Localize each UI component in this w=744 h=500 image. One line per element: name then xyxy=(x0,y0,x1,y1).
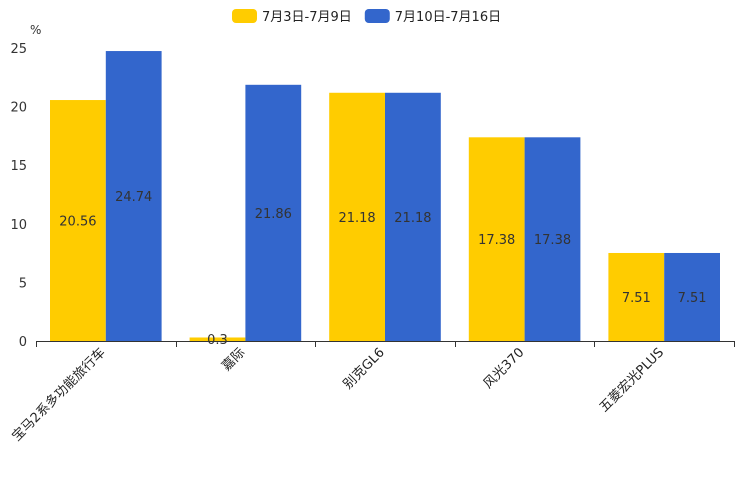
y-axis-label: % xyxy=(30,23,41,37)
data-label: 0.3 xyxy=(207,333,228,348)
data-label: 21.86 xyxy=(255,207,292,222)
y-tick-label: 15 xyxy=(10,159,27,174)
y-tick-label: 25 xyxy=(10,42,27,57)
data-label: 7.51 xyxy=(622,291,651,306)
y-tick-label: 5 xyxy=(19,276,27,291)
y-tick-label: 10 xyxy=(10,218,27,233)
bar-3-1 xyxy=(524,137,581,341)
y-tick-label: 0 xyxy=(19,335,27,350)
x-tick-label: 嘉际 xyxy=(219,345,248,374)
data-label: 7.51 xyxy=(678,291,707,306)
bar-3-0 xyxy=(468,137,525,341)
legend: 7月3日-7月9日 7月10日-7月16日 xyxy=(232,9,501,25)
bar-0-0 xyxy=(50,100,106,341)
y-tick-label: 20 xyxy=(10,101,27,116)
bar-2-0 xyxy=(329,92,385,341)
legend-label-0: 7月3日-7月9日 xyxy=(262,10,352,25)
data-label: 17.38 xyxy=(534,233,571,248)
bar-1-0 xyxy=(189,337,246,341)
x-tick-label: 五菱宏光PLUS xyxy=(597,345,667,415)
legend-label-1: 7月10日-7月16日 xyxy=(395,10,501,25)
bar-0-1 xyxy=(105,51,162,341)
data-label: 24.74 xyxy=(115,190,152,205)
legend-swatch-0 xyxy=(232,9,257,23)
legend-swatch-1 xyxy=(364,9,390,23)
bar-4-0 xyxy=(608,252,665,341)
bars: 20.56 24.74 0.3 21.86 21.18 21.18 17.38 17.38 7.… xyxy=(50,51,720,348)
bar-4-1 xyxy=(664,252,720,341)
y-axis: 0 5 10 15 20 25 xyxy=(10,42,27,350)
x-tick-label: 别克GL6 xyxy=(341,345,388,392)
data-label: 20.56 xyxy=(59,215,96,230)
bar-1-1 xyxy=(245,84,302,342)
data-label: 21.18 xyxy=(338,211,375,226)
x-tick-label: 宝马2系多功能旅行车 xyxy=(9,345,109,445)
x-tick-label: 风光370 xyxy=(481,345,528,392)
bar-2-1 xyxy=(385,92,441,341)
data-label: 17.38 xyxy=(478,233,515,248)
x-axis: 宝马2系多功能旅行车 嘉际 别克GL6 风光370 五菱宏光PLUS xyxy=(9,341,735,444)
data-label: 21.18 xyxy=(394,211,431,226)
